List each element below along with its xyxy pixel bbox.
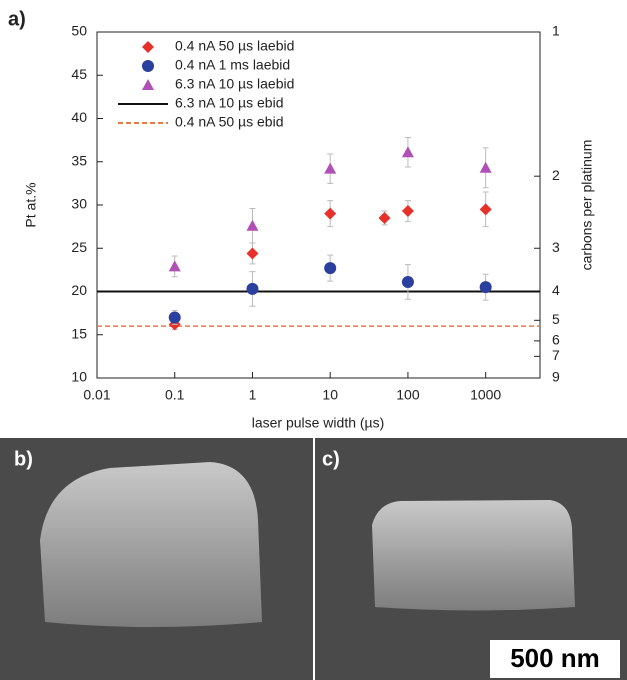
y-tick-label: 15 xyxy=(71,325,87,341)
sem-images: b) c) 500 nm xyxy=(0,438,627,680)
y-tick-label: 20 xyxy=(71,282,87,298)
y2-tick-label: 2 xyxy=(552,167,560,183)
marker xyxy=(168,311,181,324)
y-tick-label: 40 xyxy=(71,109,87,125)
deposit-b xyxy=(40,462,262,627)
y2-tick-label: 3 xyxy=(552,239,560,255)
scale-bar-label: 500 nm xyxy=(510,643,600,673)
y-tick-label: 45 xyxy=(71,66,87,82)
x-tick-label: 10 xyxy=(322,387,338,403)
y2-tick-label: 4 xyxy=(552,282,560,298)
marker xyxy=(401,275,414,288)
legend-marker xyxy=(142,60,154,72)
y2-axis-label: carbons per platinum xyxy=(579,140,595,271)
marker xyxy=(401,205,414,218)
marker xyxy=(324,262,337,275)
y-axis-label: Pt at.% xyxy=(23,182,39,227)
panel-label: b) xyxy=(14,448,33,470)
y-tick-label: 35 xyxy=(71,152,87,168)
legend-label: 6.3 nA 10 µs ebid xyxy=(175,95,283,111)
y-tick-label: 10 xyxy=(71,369,87,385)
legend-label: 6.3 nA 10 µs laebid xyxy=(175,76,294,92)
marker xyxy=(378,211,391,224)
y2-tick-label: 7 xyxy=(552,347,560,363)
marker xyxy=(324,162,337,174)
marker xyxy=(168,260,181,272)
y-tick-label: 30 xyxy=(71,196,87,212)
y-tick-label: 25 xyxy=(71,239,87,255)
marker xyxy=(479,161,492,173)
panel-label: a) xyxy=(8,8,26,30)
legend-label: 0.4 nA 50 µs ebid xyxy=(175,114,283,130)
marker xyxy=(479,203,492,216)
image-divider xyxy=(313,438,315,680)
x-tick-label: 1000 xyxy=(470,387,501,403)
legend-marker xyxy=(142,41,154,53)
x-axis-label: laser pulse width (µs) xyxy=(252,415,385,431)
legend-label: 0.4 nA 1 ms laebid xyxy=(175,57,290,73)
y-tick-label: 50 xyxy=(71,23,87,39)
marker xyxy=(479,281,492,294)
legend-label: 0.4 nA 50 µs laebid xyxy=(175,38,294,54)
legend-marker xyxy=(142,79,154,90)
x-tick-label: 1 xyxy=(249,387,257,403)
panel-label: c) xyxy=(322,448,340,470)
y2-tick-label: 9 xyxy=(552,369,560,385)
x-tick-label: 0.01 xyxy=(83,387,110,403)
marker xyxy=(324,207,337,220)
marker xyxy=(246,282,259,295)
x-tick-label: 0.1 xyxy=(165,387,185,403)
marker xyxy=(246,247,259,260)
deposit-c xyxy=(372,500,575,611)
marker xyxy=(401,146,414,158)
y2-tick-label: 1 xyxy=(552,23,560,39)
y2-tick-label: 6 xyxy=(552,332,560,348)
marker xyxy=(246,219,259,231)
y2-tick-label: 5 xyxy=(552,311,560,327)
scale-bar-box xyxy=(490,640,620,678)
x-tick-label: 100 xyxy=(396,387,420,403)
